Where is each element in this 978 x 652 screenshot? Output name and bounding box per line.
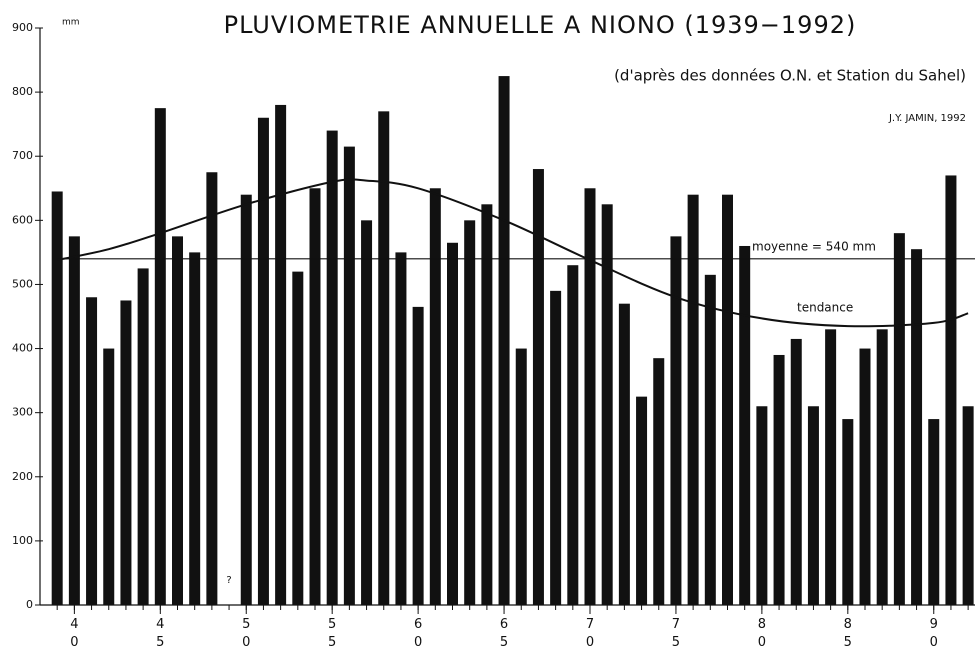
bar: [412, 306, 424, 605]
y-tick-label: 200: [12, 470, 33, 483]
bar: [584, 188, 596, 605]
trend-label: tendance: [797, 301, 853, 315]
bar: [378, 111, 390, 605]
bar: [670, 236, 682, 605]
bar: [464, 220, 476, 606]
annotation: ?: [226, 575, 231, 586]
bar: [928, 419, 940, 605]
bar: [309, 188, 321, 605]
bar: [790, 338, 802, 605]
bar: [636, 396, 648, 605]
bar: [189, 252, 201, 605]
bar: [498, 76, 510, 606]
bar: [343, 146, 355, 605]
y-tick-label: 600: [12, 213, 33, 226]
bar: [172, 236, 183, 605]
bar: [137, 268, 149, 605]
bar: [876, 329, 888, 605]
trend-line: [56, 178, 969, 328]
bar: [154, 108, 166, 605]
y-tick-label: 300: [12, 406, 33, 419]
bar: [86, 297, 98, 605]
author: J.Y. JAMIN, 1992: [888, 113, 966, 124]
y-tick-label: 0: [26, 598, 33, 611]
bar: [807, 406, 819, 605]
chart-subtitle: (d'après des données O.N. et Station du …: [614, 67, 966, 85]
bar: [893, 233, 905, 605]
bar: [550, 290, 562, 605]
x-tick-label: 75: [668, 617, 683, 652]
x-tick-label: 90: [926, 617, 941, 652]
bar: [292, 271, 304, 605]
x-tick-label: 50: [239, 617, 254, 652]
x-tick-label: 55: [325, 617, 340, 652]
bar: [103, 348, 115, 605]
x-tick-label: 40: [67, 617, 82, 652]
bar: [773, 354, 785, 605]
mean-label: moyenne = 540 mm: [752, 239, 876, 253]
bar: [687, 194, 699, 605]
bar: [962, 406, 974, 605]
bar: [515, 348, 527, 605]
y-tick-label: 800: [12, 85, 33, 98]
x-tick-label: 45: [153, 617, 168, 652]
y-tick-label: 700: [12, 149, 33, 162]
bar: [842, 419, 854, 605]
y-unit: mm: [62, 18, 80, 28]
x-tick-label: 60: [411, 617, 426, 652]
bar: [945, 175, 957, 605]
bar: [429, 188, 441, 605]
bar: [206, 172, 218, 605]
bar: [618, 303, 630, 605]
bar: [275, 104, 287, 605]
x-tick-label: 65: [497, 617, 512, 652]
y-tick-label: 400: [12, 342, 33, 355]
bar: [532, 169, 544, 606]
chart-title: PLUVIOMETRIE ANNUELLE A NIONO (1939−1992…: [224, 11, 857, 39]
bar: [704, 274, 716, 605]
bar: [361, 220, 373, 606]
bar: [120, 300, 132, 605]
bar: [481, 204, 493, 606]
bar: [257, 117, 269, 605]
bar: [567, 265, 579, 605]
y-tick-label: 100: [12, 534, 33, 547]
bar: [601, 204, 613, 606]
bar: [859, 348, 871, 605]
x-tick-label: 70: [583, 617, 598, 652]
x-tick-label: 80: [754, 617, 769, 652]
bar: [825, 329, 837, 605]
bar: [447, 242, 458, 605]
y-tick-label: 900: [12, 21, 33, 34]
bar: [68, 236, 80, 605]
bar: [722, 194, 733, 605]
bar: [51, 191, 63, 605]
y-tick-label: 500: [12, 277, 33, 290]
bar: [653, 358, 665, 605]
bar: [326, 130, 338, 606]
bar: [739, 245, 751, 605]
bar: [395, 252, 407, 605]
x-tick-label: 85: [840, 617, 855, 652]
bar: [756, 406, 768, 605]
bar: [911, 249, 923, 605]
bar: [240, 194, 252, 605]
